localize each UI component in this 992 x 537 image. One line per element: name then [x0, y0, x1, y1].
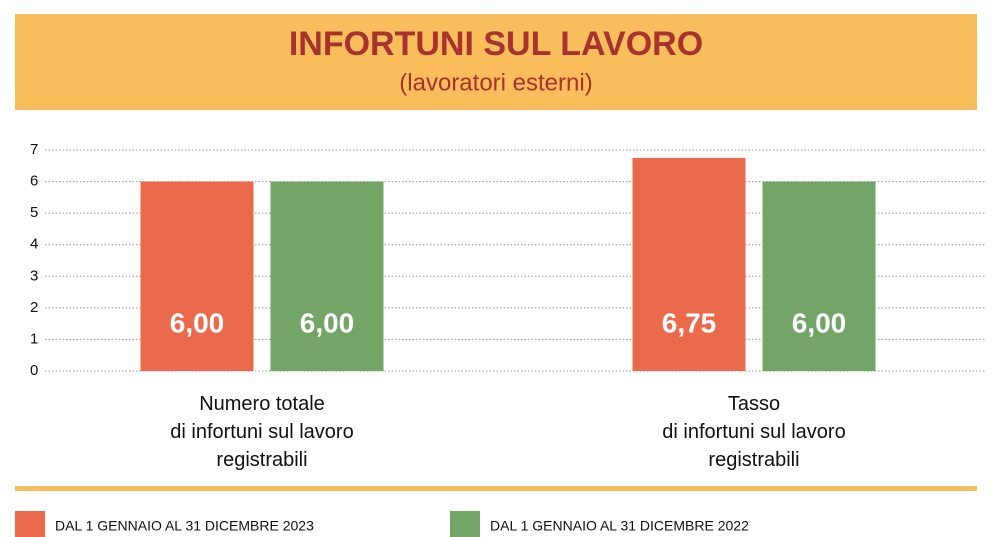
- y-tick-label: 3: [30, 267, 38, 284]
- x-tick-label: Numero totale di infortuni sul lavoro re…: [170, 393, 354, 471]
- chart-title: INFORTUNI SUL LAVORO: [289, 25, 703, 63]
- legend-swatch: [450, 511, 480, 537]
- chart-subtitle: (lavoratori esterni): [399, 69, 592, 96]
- legend-label: DAL 1 GENNAIO AL 31 DICEMBRE 2022: [490, 518, 749, 534]
- y-tick-label: 4: [30, 236, 38, 253]
- y-tick-label: 2: [30, 299, 38, 316]
- legend-label: DAL 1 GENNAIO AL 31 DICEMBRE 2023: [55, 518, 314, 534]
- y-tick-label: 5: [30, 204, 38, 221]
- y-tick-label: 1: [30, 330, 38, 347]
- value-label: 6,75: [662, 307, 717, 338]
- bar: [762, 181, 876, 371]
- y-tick-label: 0: [30, 362, 38, 379]
- value-label: 6,00: [170, 307, 225, 338]
- legend-swatch: [15, 511, 45, 537]
- bar: [270, 181, 384, 371]
- y-tick-label: 6: [30, 173, 38, 190]
- separator: [15, 486, 977, 491]
- value-label: 6,00: [792, 307, 847, 338]
- x-tick-label: Tasso di infortuni sul lavoro registrabi…: [662, 393, 846, 471]
- value-label: 6,00: [300, 307, 355, 338]
- bar: [632, 157, 746, 371]
- bar: [140, 181, 254, 371]
- header-band: [15, 14, 977, 110]
- y-tick-label: 7: [30, 141, 38, 158]
